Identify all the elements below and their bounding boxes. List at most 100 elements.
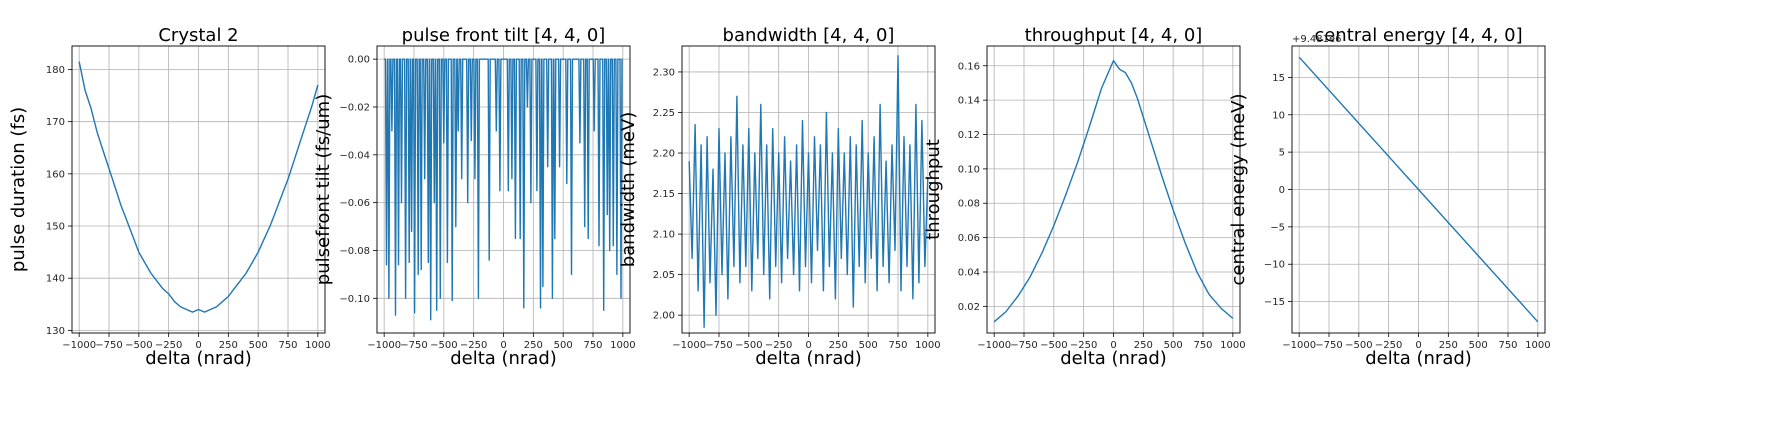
plot-frame — [1291, 45, 1546, 334]
x-tick-label: 1000 — [1525, 340, 1550, 351]
y-tick-label: 15 — [1272, 73, 1285, 84]
x-tick-label: −1000 — [62, 340, 96, 351]
x-tick-label: −750 — [1315, 340, 1342, 351]
y-tick-label: 0.12 — [958, 130, 980, 141]
panel-title: throughput [4, 4, 0] — [1025, 25, 1203, 46]
y-tick-label: 5 — [1279, 148, 1285, 159]
x-tick-label: −750 — [705, 340, 732, 351]
x-tick-label: 750 — [1498, 340, 1517, 351]
x-tick-label: −1000 — [977, 340, 1011, 351]
x-tick-label: 500 — [859, 340, 878, 351]
x-tick-label: −500 — [1345, 340, 1372, 351]
y-axis-label: pulsefront tilt (fs/um) — [313, 94, 334, 285]
x-tick-label: −250 — [155, 340, 182, 351]
plot-frame — [681, 45, 936, 334]
y-tick-label: −0.08 — [339, 246, 370, 257]
y-tick-label: 2.20 — [653, 149, 675, 160]
x-tick-label: −250 — [765, 340, 792, 351]
panel-title: Crystal 2 — [158, 25, 238, 46]
y-tick-label: 0.00 — [348, 55, 370, 66]
y-axis-label: pulse duration (fs) — [8, 107, 29, 272]
x-tick-label: −750 — [400, 340, 427, 351]
x-tick-label: −500 — [125, 340, 152, 351]
plot-frame — [71, 45, 326, 334]
x-axis-label: delta (nrad) — [145, 348, 252, 369]
panel-pulse-front-tilt: pulse front tilt [4, 4, 0] delta (nrad) … — [313, 25, 636, 369]
y-tick-label: 2.15 — [653, 189, 675, 200]
x-tick-label: 1000 — [305, 340, 330, 351]
y-tick-label: −0.06 — [339, 198, 370, 209]
plot-frame — [986, 45, 1241, 334]
x-tick-label: 500 — [249, 340, 268, 351]
y-tick-label: 0.16 — [958, 61, 980, 72]
x-tick-label: 500 — [1164, 340, 1183, 351]
y-tick-label: 2.25 — [653, 108, 675, 119]
series-line — [384, 58, 623, 321]
panel-throughput: throughput [4, 4, 0] delta (nrad) throug… — [923, 25, 1246, 369]
x-tick-label: −500 — [1040, 340, 1067, 351]
x-axis-label: delta (nrad) — [755, 348, 862, 369]
y-tick-label: 0 — [1279, 185, 1285, 196]
x-tick-label: 750 — [1193, 340, 1212, 351]
x-tick-label: −500 — [735, 340, 762, 351]
x-tick-label: 0 — [195, 340, 201, 351]
panel-title: central energy [4, 4, 0] — [1314, 25, 1522, 46]
series-line — [993, 59, 1234, 323]
y-tick-label: −0.02 — [339, 102, 370, 113]
x-tick-label: −500 — [430, 340, 457, 351]
x-tick-label: 1000 — [1220, 340, 1245, 351]
y-tick-label: 0.04 — [958, 267, 980, 278]
panel-title: pulse front tilt [4, 4, 0] — [402, 25, 606, 46]
y-tick-label: −0.04 — [339, 150, 370, 161]
y-tick-label: 160 — [46, 169, 65, 180]
x-tick-label: −250 — [1070, 340, 1097, 351]
x-tick-label: 1000 — [915, 340, 940, 351]
x-tick-label: 750 — [583, 340, 602, 351]
y-tick-label: 0.14 — [958, 96, 980, 107]
x-tick-label: 0 — [1110, 340, 1116, 351]
x-tick-label: −750 — [95, 340, 122, 351]
y-tick-label: 140 — [46, 274, 65, 285]
x-tick-label: −250 — [460, 340, 487, 351]
y-tick-label: 150 — [46, 222, 65, 233]
y-tick-label: −10 — [1264, 260, 1285, 271]
x-tick-label: −750 — [1010, 340, 1037, 351]
offset-text: +9.481e6 — [1292, 34, 1342, 45]
x-axis-label: delta (nrad) — [1365, 348, 1472, 369]
y-tick-label: 2.05 — [653, 270, 675, 281]
x-tick-label: −1000 — [672, 340, 706, 351]
x-tick-label: 0 — [1415, 340, 1421, 351]
plot-frame — [376, 45, 631, 334]
panel-bandwidth: bandwidth [4, 4, 0] delta (nrad) bandwid… — [618, 25, 941, 369]
series-line — [78, 61, 319, 313]
series-line — [1298, 56, 1539, 323]
y-axis-label: bandwidth (meV) — [618, 112, 639, 268]
x-tick-label: 250 — [219, 340, 238, 351]
y-tick-label: 2.10 — [653, 230, 675, 241]
y-axis-label: throughput — [923, 139, 944, 240]
x-axis-label: delta (nrad) — [1060, 348, 1167, 369]
series-line — [688, 55, 929, 328]
x-tick-label: 500 — [1469, 340, 1488, 351]
y-tick-label: 130 — [46, 326, 65, 337]
y-tick-label: 180 — [46, 65, 65, 76]
x-tick-label: 250 — [1134, 340, 1153, 351]
x-tick-label: 750 — [278, 340, 297, 351]
y-tick-label: −15 — [1264, 297, 1285, 308]
y-tick-label: −0.10 — [339, 294, 370, 305]
x-tick-label: −1000 — [367, 340, 401, 351]
x-tick-label: 0 — [500, 340, 506, 351]
x-tick-label: −250 — [1375, 340, 1402, 351]
x-tick-label: 750 — [888, 340, 907, 351]
panel-central-energy: central energy [4, 4, 0] delta (nrad) ce… — [1228, 25, 1551, 369]
panel-title: bandwidth [4, 4, 0] — [723, 25, 895, 46]
x-tick-label: 250 — [829, 340, 848, 351]
x-tick-label: −1000 — [1282, 340, 1316, 351]
y-tick-label: −5 — [1270, 222, 1285, 233]
y-tick-label: 10 — [1272, 110, 1285, 121]
y-axis-label: central energy (meV) — [1228, 94, 1249, 286]
y-tick-label: 2.00 — [653, 311, 675, 322]
y-tick-label: 170 — [46, 117, 65, 128]
x-axis-label: delta (nrad) — [450, 348, 557, 369]
